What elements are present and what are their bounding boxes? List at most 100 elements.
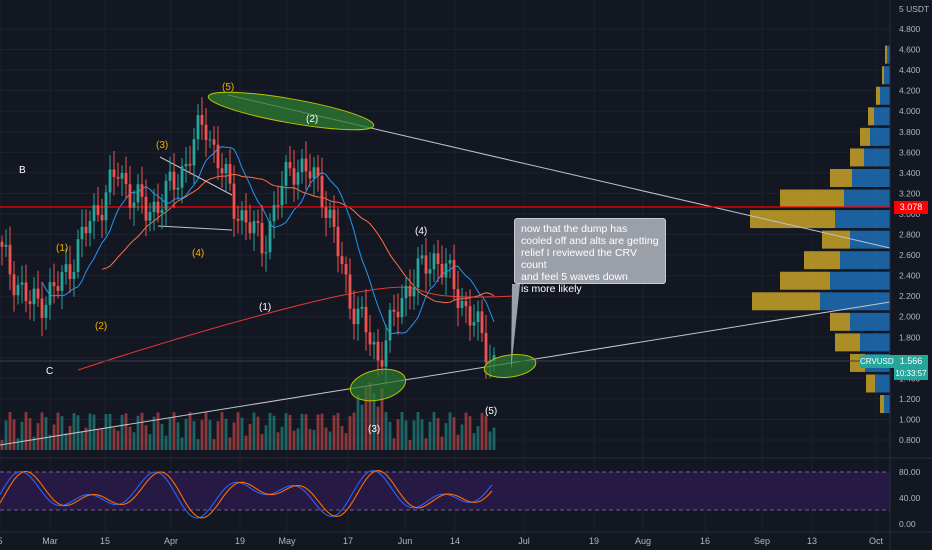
price-tick-label: 0.800	[899, 435, 921, 445]
volume-profile-bar	[876, 86, 880, 105]
lower-trendline[interactable]	[0, 301, 891, 446]
candle-body	[396, 311, 400, 318]
candle-body	[424, 255, 428, 274]
wave-label-major-5: (5)	[485, 406, 497, 417]
candle-body	[468, 306, 472, 326]
volume-bar	[460, 424, 464, 450]
volume-profile-bar	[868, 107, 874, 126]
candle-body	[40, 298, 44, 318]
volume-profile-bar	[860, 333, 890, 352]
candle-body	[176, 187, 180, 190]
volume-bar	[48, 434, 52, 450]
volume-bar	[464, 412, 468, 450]
wave-label-minor-5: (5)	[222, 82, 234, 93]
candle-body	[312, 167, 316, 179]
candle-body	[236, 218, 240, 221]
candle-body	[456, 289, 460, 309]
price-tick-label: 2.400	[899, 271, 921, 281]
volume-bar	[148, 434, 152, 450]
volume-bar	[296, 428, 300, 450]
volume-bar	[480, 413, 484, 450]
candle-body	[88, 220, 92, 234]
volume-bar	[40, 412, 44, 450]
volume-bar	[276, 432, 280, 450]
volume-bar	[60, 416, 64, 450]
volume-bar	[348, 416, 352, 450]
time-tick-label: 19	[589, 536, 599, 546]
candle-body	[336, 226, 340, 257]
candle-body	[388, 309, 392, 341]
volume-bar	[284, 413, 288, 450]
time-axis[interactable]: 5 Mar 15 Apr 19 May 17 Jun 14 Jul 19 Aug 16 Sep 13 Oct	[0, 536, 883, 546]
volume-bar	[84, 427, 88, 450]
volume-bar	[208, 419, 212, 450]
volume-profile-bar	[866, 374, 875, 393]
symbol-tag: CRVUSDT	[860, 355, 899, 368]
volume-bar	[64, 433, 68, 450]
wave3-trendline[interactable]	[159, 156, 233, 196]
wave-lower-trendline[interactable]	[157, 225, 233, 231]
price-axis[interactable]: 4.800 4.600 4.400 4.200 4.000 3.800 3.600 3.400…	[899, 24, 921, 445]
highlight-ellipse-wave3[interactable]	[347, 365, 408, 406]
volume-bar	[316, 414, 320, 450]
analysis-note[interactable]: now that the dump has cooled off and alt…	[514, 218, 666, 295]
volume-profile-bar	[830, 168, 852, 187]
candle-body	[452, 260, 456, 290]
volume-bar	[112, 428, 116, 450]
volume-profile-bar	[887, 45, 890, 64]
volume-bar	[352, 412, 356, 450]
volume-bar	[56, 412, 60, 450]
volume-bar	[204, 412, 208, 450]
candle-body	[20, 282, 24, 285]
time-tick-label: Jul	[518, 536, 530, 546]
candle-body	[324, 207, 328, 218]
candle-body	[464, 300, 468, 307]
candle-body	[348, 274, 352, 309]
candle-body	[104, 192, 108, 221]
candle-body	[356, 308, 360, 325]
volume-bar	[392, 438, 396, 450]
volume-profile-bar	[830, 271, 890, 290]
volume-bar	[324, 427, 328, 450]
volume-bar	[152, 416, 156, 450]
price-tick-label: 2.000	[899, 312, 921, 322]
volume-bar	[304, 414, 308, 450]
volume-bar	[456, 434, 460, 450]
candle-body	[476, 311, 480, 323]
price-tick-label: 3.800	[899, 127, 921, 137]
price-tick-label: 2.200	[899, 291, 921, 301]
candle-body	[416, 258, 420, 288]
highlight-ellipse-wave5[interactable]	[483, 351, 538, 380]
volume-bar	[36, 423, 40, 450]
volume-bar	[100, 429, 104, 450]
candle-body	[472, 322, 476, 326]
candle-body	[60, 272, 64, 291]
highlight-ellipse-top[interactable]	[206, 85, 376, 138]
volume-bar	[144, 425, 148, 450]
volume-bar	[356, 394, 360, 450]
candle-body	[80, 226, 84, 240]
candle-body	[448, 260, 452, 264]
candle-body	[480, 311, 484, 333]
volume-bar	[128, 426, 132, 450]
volume-profile-bar	[860, 127, 870, 146]
volume-profile-bar	[835, 333, 860, 352]
wave-label-minor-4: (4)	[192, 248, 204, 259]
candle-body	[164, 180, 168, 210]
volume-bar	[368, 382, 372, 450]
volume-bar	[160, 423, 164, 450]
volume-bar	[68, 425, 72, 450]
candle-body	[140, 184, 144, 197]
volume-bar	[216, 421, 220, 450]
price-tick-label: 4.000	[899, 106, 921, 116]
oscillator-axis[interactable]: 80.00 40.00 0.00	[899, 467, 921, 529]
candle-body	[360, 306, 364, 309]
volume-bar	[384, 412, 388, 450]
candle-body	[304, 158, 308, 172]
candle-body	[268, 221, 272, 253]
oscillator-tick-label: 0.00	[899, 519, 916, 529]
volume-bar	[340, 426, 344, 450]
candle-body	[412, 287, 416, 297]
volume-bar	[252, 412, 256, 450]
